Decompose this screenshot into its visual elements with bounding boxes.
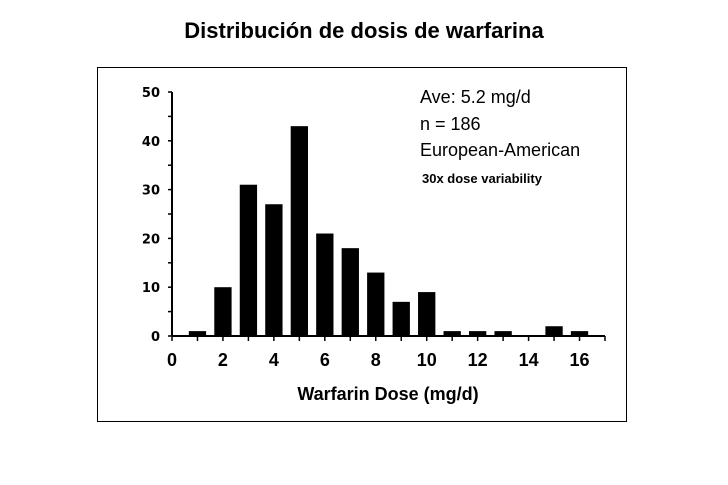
chart-title: Distribución de dosis de warfarina: [184, 18, 544, 43]
bar-dose-3: [239, 184, 258, 336]
x-tick-group: 0 2 4 6 8 10 12 14 16: [167, 336, 606, 370]
x-tick-label: 2: [218, 350, 228, 370]
bar-dose-4: [265, 204, 283, 336]
bar-dose-2: [214, 287, 232, 336]
average-dose-note: Ave: 5.2 mg/d: [420, 87, 531, 107]
bar-dose-10: [418, 292, 436, 336]
y-tick-label: 50: [142, 86, 160, 101]
bar-dose-7: [341, 248, 359, 336]
bar-dose-12: [468, 331, 487, 336]
x-tick-label: 12: [468, 350, 488, 370]
bar-dose-8: [367, 272, 385, 336]
bar-group: [188, 126, 589, 336]
y-tick-label: 30: [142, 184, 160, 199]
bar-dose-1: [188, 331, 207, 336]
bar-dose-5: [290, 126, 309, 336]
chart-frame: [97, 67, 627, 422]
bar-dose-15: [545, 326, 563, 336]
x-tick-label: 4: [269, 350, 279, 370]
bar-dose-6: [316, 233, 334, 336]
y-tick-group: 0 10 20 30 40 50: [142, 86, 172, 345]
x-tick-label: 6: [320, 350, 330, 370]
y-tick-label: 0: [151, 330, 160, 345]
y-tick-label: 10: [142, 281, 160, 296]
x-tick-label: 16: [570, 350, 590, 370]
population-note: European-American: [420, 140, 581, 160]
x-tick-label: 0: [167, 350, 177, 370]
bar-dose-13: [494, 331, 512, 336]
x-tick-label: 14: [519, 350, 539, 370]
x-axis-label: Warfarin Dose (mg/d): [297, 384, 478, 404]
y-tick-label: 20: [142, 232, 160, 247]
bar-dose-9: [392, 301, 410, 336]
bar-dose-16: [570, 331, 589, 336]
x-tick-label: 8: [371, 350, 381, 370]
x-tick-label: 10: [417, 350, 437, 370]
y-tick-label: 40: [142, 135, 160, 150]
bar-dose-11: [443, 331, 461, 336]
variability-note: 30x dose variability: [422, 171, 542, 186]
sample-size-note: n = 186: [420, 114, 481, 134]
